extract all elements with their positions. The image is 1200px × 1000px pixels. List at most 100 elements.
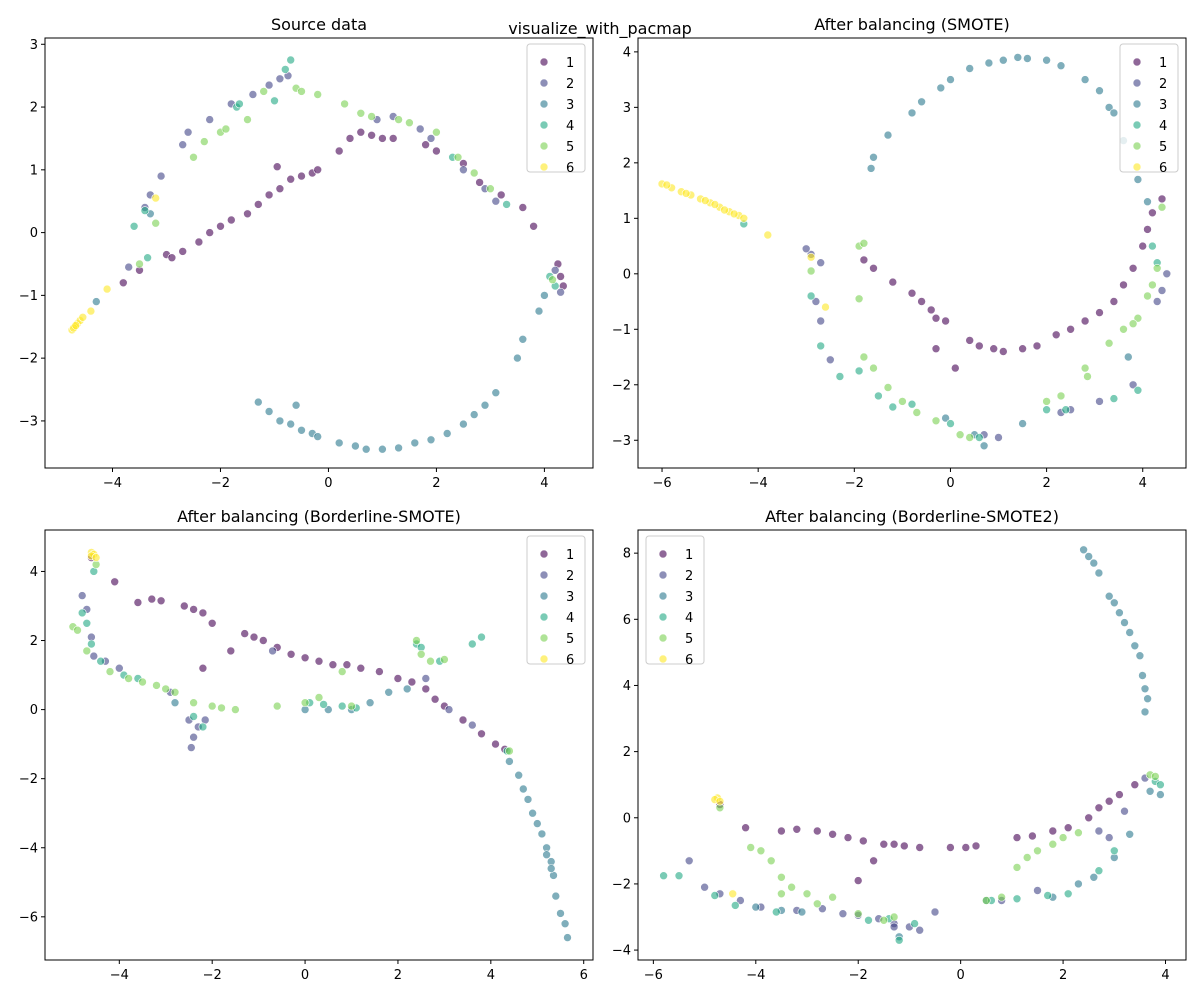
data-point-class-3 [917, 97, 926, 107]
data-point-class-1 [216, 222, 225, 231]
legend-marker [658, 549, 668, 559]
data-point-class-5 [1056, 391, 1066, 401]
data-point-class-2 [115, 663, 124, 673]
data-point-class-1 [518, 203, 528, 212]
data-point-class-3 [1145, 786, 1155, 796]
data-point-class-5 [1074, 828, 1083, 838]
legend-marker [539, 141, 549, 151]
data-point-class-5 [259, 87, 269, 96]
data-point-class-4 [835, 372, 845, 381]
data-point-class-5 [777, 872, 786, 882]
data-point-class-4 [189, 712, 198, 721]
data-point-class-4 [1094, 866, 1104, 876]
legend: 1 2 3 4 5 6 [645, 535, 705, 668]
data-point-class-6 [821, 302, 830, 312]
data-point-class-2 [421, 674, 431, 683]
legend-marker [658, 633, 668, 643]
data-point-class-1 [253, 200, 263, 209]
data-point-class-1 [1095, 308, 1104, 317]
legend-label: 1 [1159, 56, 1167, 71]
data-point-class-1 [342, 660, 352, 670]
data-point-class-1 [888, 277, 898, 287]
data-point-class-2 [1104, 833, 1114, 842]
data-point-class-5 [412, 636, 421, 645]
legend-marker [658, 570, 668, 580]
subplot-borderline-smote2: After balancing (Borderline-SMOTE2) −6 −4 −… [612, 507, 1187, 983]
y-tick-label: 2 [623, 156, 631, 171]
data-point-class-1 [178, 247, 187, 256]
data-point-class-5 [806, 266, 816, 276]
data-point-class-5 [1143, 291, 1152, 301]
data-point-class-3 [410, 438, 420, 448]
legend-marker [539, 612, 549, 622]
data-point-class-5 [812, 899, 822, 909]
data-point-class-2 [491, 196, 501, 206]
data-point-class-3 [1104, 103, 1114, 112]
data-point-class-4 [730, 901, 740, 910]
legend-marker [1132, 120, 1142, 130]
data-point-class-3 [365, 698, 375, 708]
data-point-class-3 [1095, 86, 1104, 95]
data-point-class-5 [367, 112, 376, 121]
data-point-class-2 [1120, 806, 1129, 816]
data-point-class-4 [319, 700, 328, 709]
axes-frame [44, 37, 594, 469]
legend-label: 1 [685, 548, 693, 563]
data-point-class-2 [816, 316, 826, 326]
data-point-class-3 [286, 419, 296, 429]
data-point-class-3 [1089, 872, 1099, 882]
data-point-class-6 [102, 284, 112, 294]
data-point-class-3 [351, 441, 360, 451]
data-point-class-5 [221, 124, 231, 134]
data-point-class-5 [405, 118, 414, 127]
data-point-class-4 [1042, 405, 1051, 415]
data-point-class-4 [467, 639, 477, 649]
data-point-class-3 [1125, 628, 1134, 637]
data-point-class-3 [426, 435, 436, 445]
legend-marker [1132, 78, 1142, 88]
data-point-class-1 [345, 134, 355, 143]
data-point-class-6 [662, 180, 672, 190]
data-point-class-6 [806, 252, 816, 262]
data-point-class-3 [361, 444, 371, 454]
data-point-class-1 [393, 674, 403, 683]
y-tick-label: 3 [623, 101, 631, 116]
data-point-class-1 [205, 228, 214, 237]
x-tick-label: 4 [540, 476, 548, 491]
data-point-class-5 [548, 275, 557, 285]
data-point-class-1 [275, 184, 285, 193]
data-point-class-5 [1048, 839, 1058, 849]
data-point-class-1 [989, 344, 999, 354]
x-tick-label: −6 [644, 968, 663, 983]
data-point-class-2 [205, 115, 214, 124]
data-point-class-3 [170, 698, 180, 708]
data-point-class-1 [258, 636, 268, 645]
legend-label: 4 [566, 119, 574, 134]
data-point-class-3 [291, 400, 301, 410]
y-tick-label: 4 [30, 565, 38, 580]
data-point-class-6 [728, 889, 738, 899]
data-point-class-2 [459, 165, 468, 175]
data-point-class-5 [432, 127, 441, 137]
data-point-class-5 [217, 703, 226, 713]
data-point-class-3 [941, 413, 950, 423]
data-point-class-6 [78, 312, 88, 322]
data-point-class-4 [888, 402, 898, 412]
data-point-class-6 [91, 553, 101, 562]
data-point-class-5 [1083, 372, 1092, 381]
x-tick-label: 4 [1161, 968, 1169, 983]
y-tick-label: −2 [612, 877, 631, 892]
data-point-class-1 [375, 667, 384, 676]
data-point-class-2 [816, 258, 826, 268]
data-point-class-2 [183, 127, 193, 137]
data-point-class-3 [1156, 790, 1165, 799]
data-point-class-5 [787, 882, 796, 892]
data-point-class-5 [105, 667, 115, 676]
data-point-class-4 [502, 200, 511, 209]
data-point-class-1 [328, 660, 338, 670]
legend-box [526, 43, 586, 173]
data-point-class-1 [1104, 796, 1114, 806]
data-point-class-4 [140, 206, 150, 215]
subplot-title: After balancing (Borderline-SMOTE2) [765, 507, 1059, 526]
y-tick-label: −1 [19, 289, 38, 304]
